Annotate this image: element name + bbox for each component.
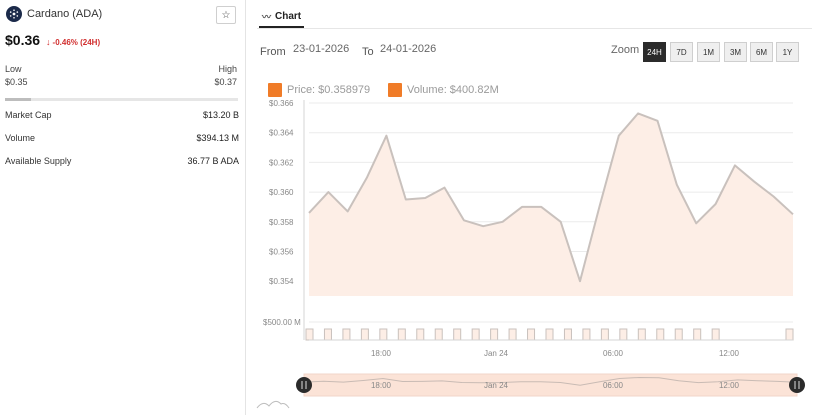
x-tick-label: 12:00 (719, 349, 740, 358)
low-label: Low (5, 64, 22, 74)
navigator-handle-knob (789, 377, 805, 393)
zoom-1y-button[interactable]: 1Y (776, 42, 799, 62)
volume-bar (453, 328, 462, 341)
volume-bar (360, 328, 369, 341)
current-price: $0.36 (5, 32, 41, 48)
zoom-3m-button[interactable]: 3M (724, 42, 747, 62)
stat-value: 36.77 B ADA (187, 156, 239, 166)
zoom-24h-button[interactable]: 24H (643, 42, 666, 62)
volume-bar (397, 328, 406, 341)
zoom-6m-button[interactable]: 6M (750, 42, 773, 62)
chart-panel: 〰 Chart From 23-01-2026 To 24-01-2026 Zo… (247, 0, 825, 415)
volume-bar (563, 328, 572, 341)
y-tick-label: $0.360 (269, 188, 294, 197)
zoom-label: Zoom (611, 44, 640, 56)
legend-volume-label: Volume: $400.82M (407, 84, 499, 96)
coin-info-panel: Cardano (ADA) ☆ $0.36 ↓ -0.46% (24H) Low … (0, 0, 246, 415)
stat-label: Available Supply (5, 156, 72, 166)
high-block: High $0.37 (214, 63, 237, 89)
navigator-label: 18:00 (371, 381, 392, 390)
high-value: $0.37 (214, 77, 237, 87)
volume-bar (527, 328, 536, 341)
navigator-handle-knob (296, 377, 312, 393)
volume-bar (637, 328, 646, 341)
legend-volume[interactable]: Volume: $400.82M (388, 83, 499, 97)
cardano-logo-icon (6, 6, 22, 22)
coin-name: Cardano (ADA) (27, 8, 103, 20)
price-chart[interactable]: $0.366 $0.364 $0.362 $0.360 $0.358 $0.356 $0.3… (247, 0, 825, 415)
y-tick-label: $0.364 (269, 129, 294, 138)
legend-price-label: Price: $0.358979 (287, 84, 371, 96)
price-area (309, 113, 793, 297)
volume-bar (416, 328, 425, 341)
stat-value: $13.20 B (202, 110, 239, 120)
legend-price-swatch (268, 83, 282, 97)
star-icon: ☆ (221, 9, 231, 21)
legend-price[interactable]: Price: $0.358979 (268, 83, 370, 97)
favorite-star-button[interactable]: ☆ (216, 6, 236, 24)
volume-bar (305, 328, 314, 341)
y-tick-label: $0.354 (269, 277, 294, 286)
navigator-line (303, 376, 798, 386)
volume-bar (379, 328, 388, 341)
volume-bar (545, 328, 554, 341)
y-tick-label: $0.362 (269, 158, 294, 167)
legend-volume-swatch (388, 83, 402, 97)
y-tick-label: $0.366 (269, 99, 294, 108)
day-range-fill (5, 98, 31, 101)
price-change-value: -0.46% (24H) (52, 38, 101, 47)
from-label: From (260, 46, 286, 58)
volume-bar (582, 328, 591, 341)
stat-market-cap: Market Cap $13.20 B (5, 110, 239, 120)
low-block: Low $0.35 (5, 63, 28, 89)
volume-bar (342, 328, 351, 341)
navigator-label: 06:00 (603, 381, 624, 390)
price-change: ↓ -0.46% (24H) (46, 37, 100, 47)
navigator-right-handle[interactable] (789, 377, 805, 393)
y-tick-label: $0.358 (269, 218, 294, 227)
chart-line-icon: 〰 (262, 11, 272, 22)
tab-chart[interactable]: 〰 Chart (259, 6, 305, 28)
down-arrow-icon: ↓ (46, 37, 51, 47)
volume-bar (785, 328, 794, 341)
x-tick-label: 06:00 (603, 349, 624, 358)
volume-bar (323, 328, 332, 341)
mini-sparkline-icon (256, 400, 290, 409)
zoom-1m-button[interactable]: 1M (697, 42, 720, 62)
stat-label: Volume (5, 133, 36, 143)
volume-bar (490, 328, 499, 341)
tab-divider (257, 28, 812, 29)
navigator-label: Jan 24 (484, 381, 509, 390)
price-line (308, 112, 794, 283)
from-date-input[interactable]: 23-01-2026 (293, 43, 350, 55)
y-tick-label: $0.356 (269, 247, 294, 256)
volume-bar (508, 328, 517, 341)
high-label: High (218, 64, 237, 74)
stat-volume: Volume $394.13 M (5, 133, 239, 143)
stat-available-supply: Available Supply 36.77 B ADA (5, 156, 239, 166)
to-label: To (362, 46, 374, 58)
price-row: $0.36 ↓ -0.46% (24H) (5, 32, 100, 48)
volume-bar (674, 328, 683, 341)
volume-bar (711, 328, 720, 341)
navigator-label: 12:00 (719, 381, 740, 390)
volume-bar (619, 328, 628, 341)
stat-label: Market Cap (5, 110, 52, 120)
volume-bar (693, 328, 702, 341)
low-value: $0.35 (5, 77, 28, 87)
day-range-bar (5, 98, 238, 101)
tab-chart-label: Chart (275, 10, 302, 22)
volume-bar (434, 328, 443, 341)
stat-value: $394.13 M (196, 133, 239, 143)
volume-bar (656, 328, 665, 341)
x-tick-label: Jan 24 (484, 349, 509, 358)
navigator-left-handle[interactable] (296, 377, 312, 393)
volume-bar (471, 328, 480, 341)
volume-axis-label: $500.00 M (263, 318, 301, 327)
volume-bar (600, 328, 609, 341)
x-tick-label: 18:00 (371, 349, 392, 358)
to-date-input[interactable]: 24-01-2026 (380, 43, 437, 55)
zoom-7d-button[interactable]: 7D (670, 42, 693, 62)
coin-header: Cardano (ADA) (6, 6, 102, 22)
